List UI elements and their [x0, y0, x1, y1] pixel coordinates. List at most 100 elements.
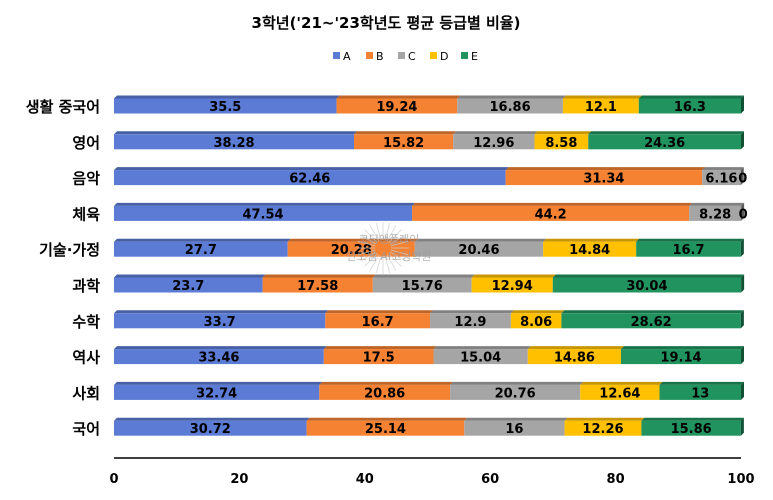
data-label: 31.34 [583, 172, 624, 187]
bar-top-d [564, 417, 645, 421]
bar-top-d [471, 274, 556, 278]
data-label: 33.7 [204, 315, 236, 330]
bar-top-c [433, 346, 531, 350]
bar-segment-b [319, 384, 451, 400]
watermark-ray [360, 234, 377, 245]
bar-side [741, 95, 744, 114]
legend-swatch-a [333, 52, 340, 59]
data-label: 20.46 [458, 243, 499, 258]
bar-segment-b [412, 205, 690, 221]
data-label: 30.04 [626, 279, 667, 294]
bar-segment-a [114, 313, 326, 329]
bar-segment-d [510, 313, 562, 329]
data-label: 16.7 [672, 243, 704, 258]
bar-segment-a [114, 384, 320, 400]
bar-segment-b [262, 277, 373, 293]
bar-segment-b [336, 98, 458, 114]
data-label: 16 [505, 422, 523, 437]
data-label: 15.86 [671, 422, 712, 437]
bar-segment-e [638, 98, 741, 114]
data-label: 15.04 [460, 351, 501, 366]
data-label: 17.5 [363, 351, 395, 366]
bar-top-a [114, 310, 329, 314]
watermark-ray [389, 234, 406, 245]
bar-segment-d [527, 349, 621, 365]
legend-label-e: E [471, 50, 478, 63]
bar-top-e [641, 417, 744, 421]
data-label: 14.84 [569, 243, 610, 258]
data-label: 16.7 [362, 315, 394, 330]
bar-segment-b [287, 241, 415, 257]
data-label: 32.74 [196, 386, 237, 401]
data-label: 62.46 [289, 172, 330, 187]
bar-top-e [636, 238, 744, 242]
data-label: 15.76 [402, 279, 443, 294]
data-label: 12.96 [473, 136, 514, 151]
bar-top-a [114, 346, 327, 350]
legend-swatch-b [366, 52, 373, 59]
bar-segment-c [372, 277, 472, 293]
bar-segment-b [354, 134, 454, 150]
legend-label-a: A [343, 50, 351, 63]
x-tick-label: 100 [727, 472, 754, 487]
bar-segment-c [414, 241, 544, 257]
category-label: 역사 [72, 349, 100, 367]
watermark-ray [389, 251, 406, 262]
category-label: 영어 [72, 134, 100, 152]
data-label: 35.5 [209, 100, 241, 115]
data-label: 12.9 [454, 315, 486, 330]
bar-top-b [336, 95, 461, 99]
bar-segment-b [325, 313, 431, 329]
watermark-ray [375, 222, 382, 241]
legend-label-d: D [440, 50, 448, 63]
data-label: 6.16 [705, 172, 737, 187]
bar-segment-c [464, 420, 565, 436]
bar-top-e [561, 310, 744, 314]
watermark-ray [384, 255, 391, 274]
data-label: 12.64 [599, 386, 640, 401]
bar-segment-a [114, 205, 413, 221]
category-label: 사회 [72, 384, 100, 402]
plot-area: 0 20 40 60 80 100 생활 중국어 35.5 19.24 16.86 12.1 16.3… [26, 95, 755, 487]
legend-swatch-e [461, 52, 468, 59]
data-label: 23.7 [172, 279, 204, 294]
bar-top-c [457, 95, 566, 99]
data-label: 8.28 [699, 207, 731, 222]
bar-segment-c [453, 134, 535, 150]
watermark-text: 코딩앤플레이 [359, 233, 420, 246]
watermark-ray [390, 240, 409, 247]
bar-top-d [580, 381, 663, 385]
bar-top-a [114, 238, 291, 242]
x-tick-label: 80 [607, 472, 625, 487]
bar-side [741, 274, 745, 293]
bar-segment-c [430, 313, 511, 329]
bar-segment-d [580, 384, 660, 400]
bar-top-a [114, 131, 358, 135]
bar-segment-e [659, 384, 741, 400]
data-label: 12.94 [492, 279, 533, 294]
data-label: 19.24 [376, 100, 417, 115]
bar-segment-c [433, 349, 528, 365]
bar-top-a [114, 167, 509, 171]
data-label: 17.58 [297, 279, 338, 294]
legend-label-b: B [376, 50, 384, 63]
bar-segment-c [457, 98, 563, 114]
data-label: 25.14 [365, 422, 406, 437]
data-label: 19.14 [660, 351, 701, 366]
chart-title: 3학년('21~'23학년도 평균 등급별 비율) [252, 14, 521, 32]
data-label: 12.26 [582, 422, 623, 437]
bar-top-b [354, 131, 457, 135]
bar-top-d [534, 131, 592, 135]
data-label: 12.1 [585, 100, 617, 115]
category-label: 국어 [72, 420, 100, 438]
bar-top-e [588, 131, 744, 135]
bar-segment-a [114, 349, 324, 365]
legend-swatch-c [398, 52, 405, 59]
bar-segment-a [114, 420, 307, 436]
bar-side [741, 131, 744, 150]
bar-top-c [430, 310, 514, 314]
category-label: 생활 중국어 [26, 98, 100, 116]
